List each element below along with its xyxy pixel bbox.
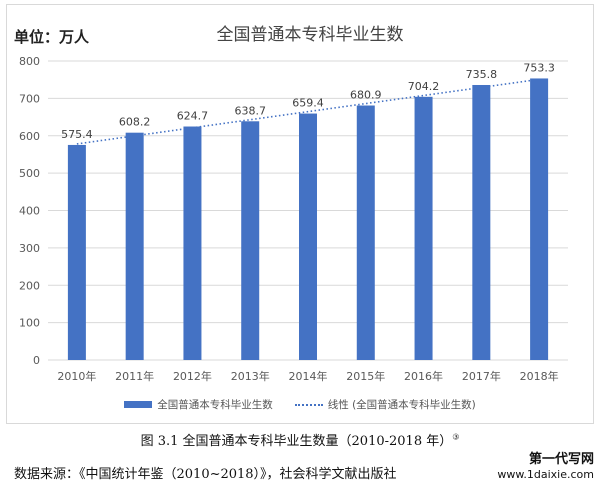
y-tick-label: 800 <box>19 55 40 68</box>
data-label: 753.3 <box>523 61 555 74</box>
chart-legend: 全国普通本专科毕业生数 线性 (全国普通本专科毕业生数) <box>0 397 600 412</box>
figure-caption-note: ③ <box>452 432 460 442</box>
x-tick-label: 2011年 <box>115 369 154 383</box>
bar <box>67 144 86 360</box>
y-tick-label: 700 <box>19 92 40 105</box>
bar <box>530 78 549 360</box>
y-tick-label: 200 <box>19 279 40 292</box>
data-label: 608.2 <box>119 116 151 129</box>
watermark-url: www.1daixie.com <box>497 468 594 481</box>
figure-caption: 图 3.1 全国普通本专科毕业生数量（2010-2018 年）③ <box>0 430 600 449</box>
x-tick-label: 2014年 <box>289 369 328 383</box>
data-label: 704.2 <box>408 80 440 93</box>
data-label: 575.4 <box>61 128 93 141</box>
figure-caption-text: 图 3.1 全国普通本专科毕业生数量（2010-2018 年） <box>140 434 453 449</box>
x-tick-label: 2015年 <box>346 369 385 383</box>
x-tick-label: 2018年 <box>520 369 559 383</box>
data-label: 735.8 <box>466 68 498 81</box>
bar <box>125 132 144 360</box>
legend-trendline-swatch <box>294 403 323 406</box>
bar <box>356 105 375 360</box>
bar <box>299 113 317 360</box>
data-label: 659.4 <box>292 97 324 110</box>
x-tick-label: 2017年 <box>462 369 501 383</box>
legend-bar-swatch <box>124 401 153 408</box>
x-tick-label: 2013年 <box>231 369 270 383</box>
data-source-note: 数据来源：《中国统计年鉴（2010~2018）》，社会科学文献出版社 <box>14 467 397 482</box>
bar <box>183 126 202 360</box>
y-tick-label: 600 <box>19 130 40 143</box>
bar <box>414 96 433 361</box>
x-tick-label: 2016年 <box>404 369 443 383</box>
trendline <box>76 78 540 145</box>
data-label: 680.9 <box>350 89 382 102</box>
y-tick-label: 400 <box>19 205 40 218</box>
legend-item-bars: 全国普通本专科毕业生数 <box>124 397 273 412</box>
x-tick-label: 2012年 <box>173 369 212 383</box>
y-tick-label: 100 <box>19 317 40 330</box>
legend-trendline-label: 线性 (全国普通本专科毕业生数) <box>327 399 476 411</box>
x-tick-label: 2010年 <box>57 369 96 383</box>
bar-chart: 0 100 200 300 400 500 600 700 800 575.4 2010年 608.2… <box>19 55 568 383</box>
legend-bars-label: 全国普通本专科毕业生数 <box>157 399 273 411</box>
legend-item-trendline: 线性 (全国普通本专科毕业生数) <box>294 397 476 412</box>
y-tick-label: 500 <box>19 167 40 180</box>
data-label: 638.7 <box>234 104 266 117</box>
data-label: 624.7 <box>177 110 209 123</box>
y-tick-label: 300 <box>19 242 40 255</box>
y-tick-label: 0 <box>33 354 40 367</box>
watermark-name: 第一代写网 <box>528 452 594 467</box>
chart-title: 全国普通本专科毕业生数 <box>216 25 404 45</box>
site-watermark: 第一代写网 www.1daixie.com <box>497 452 594 482</box>
unit-label: 单位：万人 <box>14 28 90 46</box>
bar <box>241 121 260 360</box>
bar <box>472 84 491 360</box>
